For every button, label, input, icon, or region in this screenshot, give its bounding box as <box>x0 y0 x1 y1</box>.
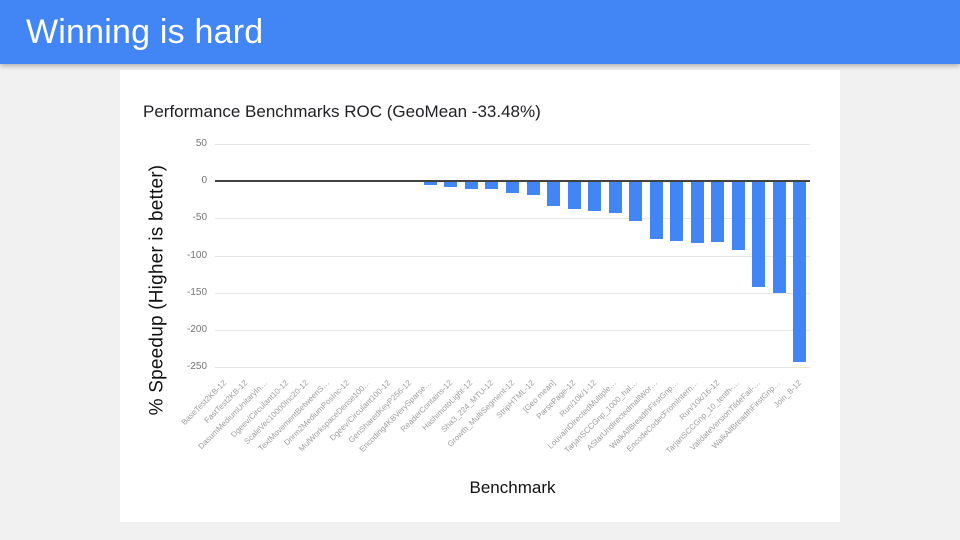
gridline <box>215 218 810 220</box>
bar <box>752 181 766 288</box>
y-axis-ticks: 50 0 -50 -100 -150 -200 -250 <box>170 138 210 372</box>
gridline <box>215 144 810 145</box>
gridline <box>215 329 810 331</box>
chart-card: Performance Benchmarks ROC (GeoMean -33.… <box>120 70 840 522</box>
bar <box>731 181 745 251</box>
bar <box>444 181 458 188</box>
bar <box>670 181 684 241</box>
bar <box>608 181 622 214</box>
bar <box>793 181 807 362</box>
plot-area <box>215 144 810 368</box>
y-tick-label: -50 <box>192 212 207 224</box>
gridline <box>215 367 810 368</box>
y-axis-title-text: % Speedup (Higher is better) <box>146 164 167 416</box>
bar <box>690 181 704 243</box>
y-tick-label: -150 <box>186 286 207 298</box>
bar <box>629 181 643 221</box>
bar <box>506 181 519 193</box>
bar <box>526 181 540 196</box>
chart-title: Performance Benchmarks ROC (GeoMean -33.… <box>143 102 541 121</box>
x-axis-ticks: BaseTest2KB-12 FastTest2KB-12 DasumMediumU… <box>180 369 810 479</box>
y-tick-label: 50 <box>195 138 207 149</box>
y-tick-label: -100 <box>186 249 207 261</box>
bar <box>423 181 437 185</box>
slide-title: Winning is hard <box>26 12 264 51</box>
y-tick-label: -200 <box>186 323 207 335</box>
zero-axis-line <box>215 180 810 183</box>
bar <box>711 181 725 243</box>
bar <box>567 181 581 209</box>
bar <box>464 181 478 189</box>
bar <box>772 181 786 293</box>
bar <box>588 181 602 211</box>
y-tick-label: 0 <box>201 175 207 187</box>
bar <box>547 181 561 207</box>
bar <box>649 181 663 240</box>
slide-title-bar: Winning is hard <box>0 0 960 64</box>
gridline <box>215 292 810 294</box>
gridline <box>215 255 810 257</box>
y-tick-label: -250 <box>186 361 207 372</box>
x-axis-title: Benchmark <box>469 478 556 497</box>
bar <box>485 181 499 190</box>
